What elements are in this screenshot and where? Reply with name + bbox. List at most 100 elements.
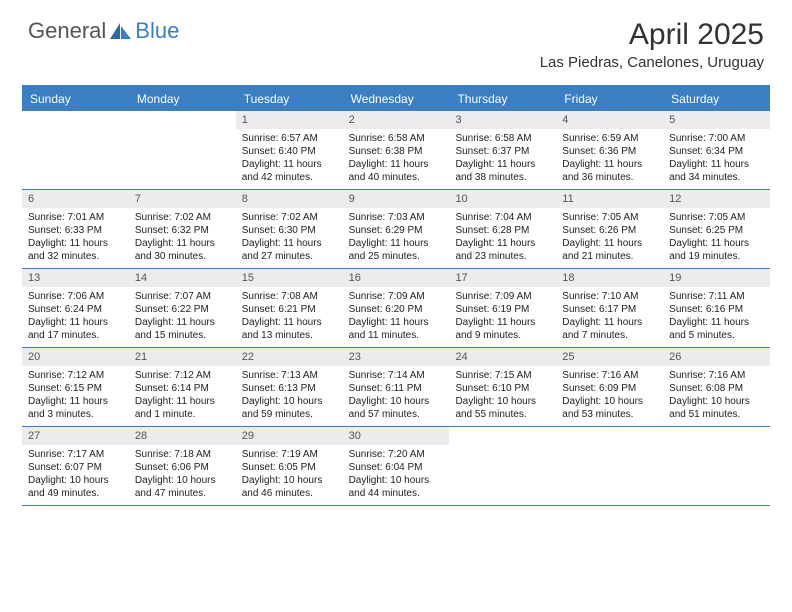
sunset-text: Sunset: 6:26 PM	[562, 224, 657, 237]
sunrise-text: Sunrise: 7:13 AM	[242, 369, 337, 382]
sunrise-text: Sunrise: 7:02 AM	[135, 211, 230, 224]
daylight-text: Daylight: 11 hours	[242, 237, 337, 250]
sunrise-text: Sunrise: 7:09 AM	[455, 290, 550, 303]
day-body: Sunrise: 7:14 AMSunset: 6:11 PMDaylight:…	[343, 366, 450, 425]
week-row: 13Sunrise: 7:06 AMSunset: 6:24 PMDayligh…	[22, 269, 770, 348]
day-body: Sunrise: 7:12 AMSunset: 6:14 PMDaylight:…	[129, 366, 236, 425]
weekday-header: Monday	[129, 87, 236, 111]
empty-cell	[449, 427, 556, 505]
day-cell: 2Sunrise: 6:58 AMSunset: 6:38 PMDaylight…	[343, 111, 450, 189]
day-cell: 6Sunrise: 7:01 AMSunset: 6:33 PMDaylight…	[22, 190, 129, 268]
daylight-text: and 11 minutes.	[349, 329, 444, 342]
daylight-text: and 42 minutes.	[242, 171, 337, 184]
day-body: Sunrise: 7:02 AMSunset: 6:30 PMDaylight:…	[236, 208, 343, 267]
month-title: April 2025	[540, 18, 764, 52]
daylight-text: Daylight: 11 hours	[349, 237, 444, 250]
daylight-text: and 51 minutes.	[669, 408, 764, 421]
week-row: 27Sunrise: 7:17 AMSunset: 6:07 PMDayligh…	[22, 427, 770, 506]
daylight-text: Daylight: 11 hours	[669, 316, 764, 329]
day-number: 16	[343, 269, 450, 287]
day-cell: 15Sunrise: 7:08 AMSunset: 6:21 PMDayligh…	[236, 269, 343, 347]
day-cell: 16Sunrise: 7:09 AMSunset: 6:20 PMDayligh…	[343, 269, 450, 347]
day-number: 8	[236, 190, 343, 208]
day-body: Sunrise: 7:09 AMSunset: 6:20 PMDaylight:…	[343, 287, 450, 346]
sunset-text: Sunset: 6:38 PM	[349, 145, 444, 158]
day-number: 25	[556, 348, 663, 366]
daylight-text: Daylight: 11 hours	[455, 237, 550, 250]
sunset-text: Sunset: 6:10 PM	[455, 382, 550, 395]
sunrise-text: Sunrise: 7:02 AM	[242, 211, 337, 224]
day-cell: 1Sunrise: 6:57 AMSunset: 6:40 PMDaylight…	[236, 111, 343, 189]
sunrise-text: Sunrise: 7:05 AM	[562, 211, 657, 224]
weekday-header: Tuesday	[236, 87, 343, 111]
day-cell: 19Sunrise: 7:11 AMSunset: 6:16 PMDayligh…	[663, 269, 770, 347]
sunrise-text: Sunrise: 7:10 AM	[562, 290, 657, 303]
day-body: Sunrise: 7:04 AMSunset: 6:28 PMDaylight:…	[449, 208, 556, 267]
sunrise-text: Sunrise: 7:00 AM	[669, 132, 764, 145]
sunrise-text: Sunrise: 7:04 AM	[455, 211, 550, 224]
daylight-text: Daylight: 11 hours	[242, 158, 337, 171]
logo-text-blue: Blue	[135, 18, 179, 44]
daylight-text: Daylight: 11 hours	[242, 316, 337, 329]
day-body: Sunrise: 6:57 AMSunset: 6:40 PMDaylight:…	[236, 129, 343, 188]
day-cell: 8Sunrise: 7:02 AMSunset: 6:30 PMDaylight…	[236, 190, 343, 268]
empty-cell	[22, 111, 129, 189]
sunset-text: Sunset: 6:24 PM	[28, 303, 123, 316]
sunrise-text: Sunrise: 7:12 AM	[135, 369, 230, 382]
sunset-text: Sunset: 6:07 PM	[28, 461, 123, 474]
sunrise-text: Sunrise: 6:59 AM	[562, 132, 657, 145]
daylight-text: and 13 minutes.	[242, 329, 337, 342]
sunset-text: Sunset: 6:11 PM	[349, 382, 444, 395]
daylight-text: Daylight: 11 hours	[135, 395, 230, 408]
daylight-text: Daylight: 10 hours	[242, 474, 337, 487]
day-cell: 12Sunrise: 7:05 AMSunset: 6:25 PMDayligh…	[663, 190, 770, 268]
day-cell: 22Sunrise: 7:13 AMSunset: 6:13 PMDayligh…	[236, 348, 343, 426]
week-row: 6Sunrise: 7:01 AMSunset: 6:33 PMDaylight…	[22, 190, 770, 269]
day-body: Sunrise: 7:11 AMSunset: 6:16 PMDaylight:…	[663, 287, 770, 346]
daylight-text: Daylight: 10 hours	[562, 395, 657, 408]
day-body: Sunrise: 7:19 AMSunset: 6:05 PMDaylight:…	[236, 445, 343, 504]
day-number: 22	[236, 348, 343, 366]
sunrise-text: Sunrise: 7:03 AM	[349, 211, 444, 224]
daylight-text: Daylight: 11 hours	[135, 237, 230, 250]
weekday-header: Thursday	[449, 87, 556, 111]
day-body: Sunrise: 6:59 AMSunset: 6:36 PMDaylight:…	[556, 129, 663, 188]
daylight-text: Daylight: 11 hours	[28, 316, 123, 329]
sunset-text: Sunset: 6:15 PM	[28, 382, 123, 395]
weekday-header: Sunday	[22, 87, 129, 111]
sunrise-text: Sunrise: 7:14 AM	[349, 369, 444, 382]
day-body: Sunrise: 7:09 AMSunset: 6:19 PMDaylight:…	[449, 287, 556, 346]
sunset-text: Sunset: 6:05 PM	[242, 461, 337, 474]
sunrise-text: Sunrise: 7:18 AM	[135, 448, 230, 461]
daylight-text: Daylight: 11 hours	[562, 158, 657, 171]
day-number: 24	[449, 348, 556, 366]
day-cell: 27Sunrise: 7:17 AMSunset: 6:07 PMDayligh…	[22, 427, 129, 505]
empty-cell	[663, 427, 770, 505]
sunrise-text: Sunrise: 7:16 AM	[669, 369, 764, 382]
day-number: 4	[556, 111, 663, 129]
daylight-text: and 19 minutes.	[669, 250, 764, 263]
daylight-text: Daylight: 10 hours	[242, 395, 337, 408]
logo: General Blue	[28, 18, 179, 44]
sunrise-text: Sunrise: 6:58 AM	[349, 132, 444, 145]
day-number: 12	[663, 190, 770, 208]
sunset-text: Sunset: 6:19 PM	[455, 303, 550, 316]
day-body: Sunrise: 7:13 AMSunset: 6:13 PMDaylight:…	[236, 366, 343, 425]
daylight-text: and 23 minutes.	[455, 250, 550, 263]
week-row: 20Sunrise: 7:12 AMSunset: 6:15 PMDayligh…	[22, 348, 770, 427]
day-cell: 30Sunrise: 7:20 AMSunset: 6:04 PMDayligh…	[343, 427, 450, 505]
daylight-text: Daylight: 11 hours	[669, 158, 764, 171]
empty-cell	[129, 111, 236, 189]
sunset-text: Sunset: 6:14 PM	[135, 382, 230, 395]
sunset-text: Sunset: 6:17 PM	[562, 303, 657, 316]
sunset-text: Sunset: 6:21 PM	[242, 303, 337, 316]
sunset-text: Sunset: 6:16 PM	[669, 303, 764, 316]
sunset-text: Sunset: 6:30 PM	[242, 224, 337, 237]
daylight-text: and 49 minutes.	[28, 487, 123, 500]
weekday-header: Friday	[556, 87, 663, 111]
day-number: 15	[236, 269, 343, 287]
day-body: Sunrise: 7:18 AMSunset: 6:06 PMDaylight:…	[129, 445, 236, 504]
day-number: 14	[129, 269, 236, 287]
daylight-text: Daylight: 10 hours	[28, 474, 123, 487]
sunset-text: Sunset: 6:22 PM	[135, 303, 230, 316]
